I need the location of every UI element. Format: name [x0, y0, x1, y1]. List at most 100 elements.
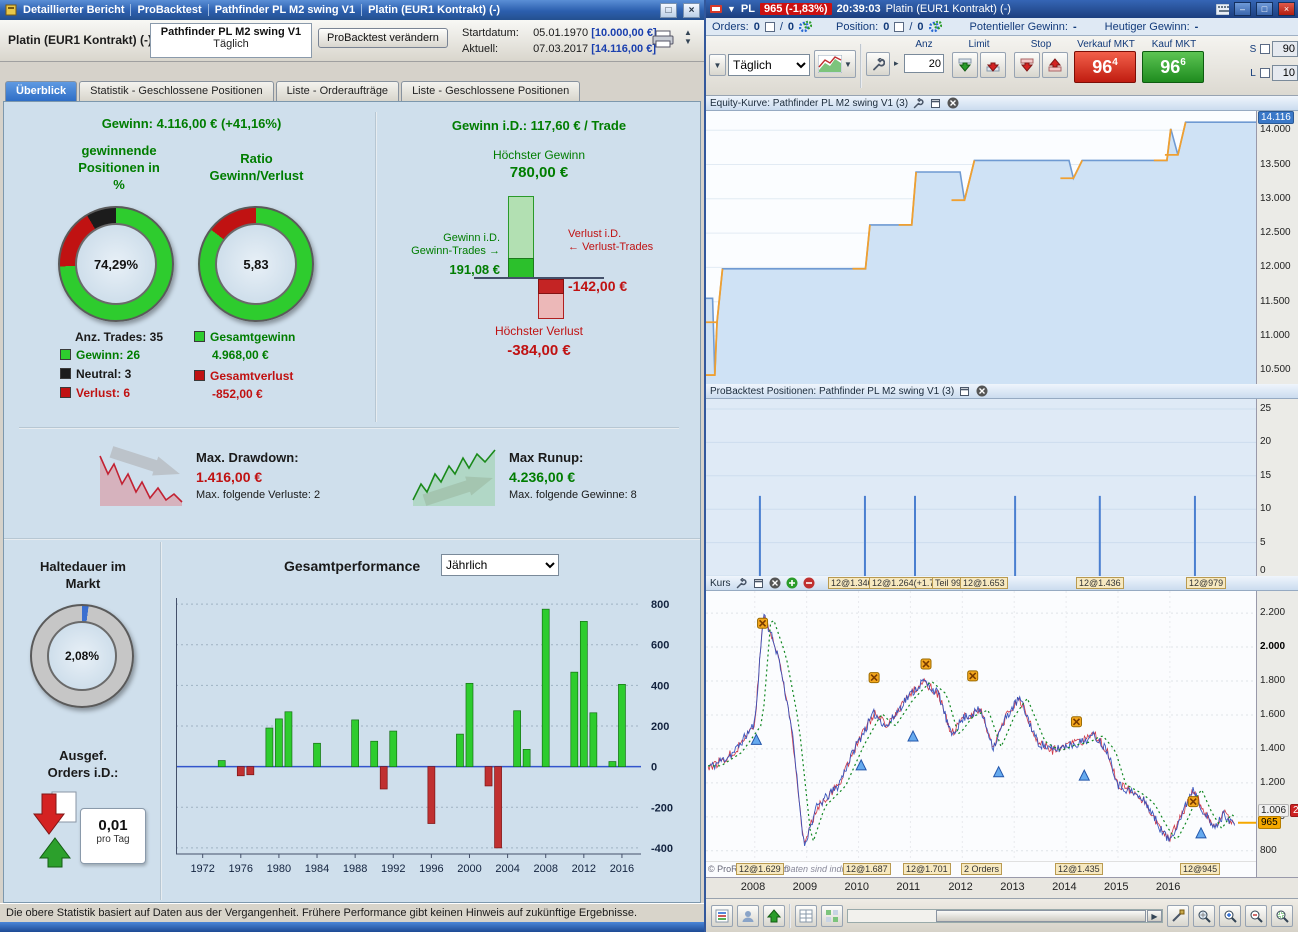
close-icon[interactable]	[975, 385, 988, 398]
stop-order-checkbox[interactable]	[1260, 44, 1270, 54]
haltedauer-label: Haltedauer im Markt	[40, 559, 126, 591]
price-axis-badge: 1.006	[1258, 803, 1290, 817]
position-settings-gear-icon[interactable]	[928, 20, 942, 33]
scrollbar-thumb[interactable]	[936, 909, 1146, 922]
chart-style-button[interactable]: ▼	[814, 50, 856, 78]
restore-icon[interactable]	[929, 97, 942, 110]
wrench-icon[interactable]	[735, 577, 748, 590]
buy-market-button[interactable]: 966	[1142, 51, 1204, 83]
zoom-out-icon[interactable]	[1245, 904, 1267, 927]
orders-checkbox[interactable]	[764, 21, 775, 32]
tab-liste-geschlossene[interactable]: Liste - Geschlossene Positionen	[401, 81, 581, 101]
axis-tick-label: 2.000	[1260, 641, 1286, 653]
close-icon[interactable]	[946, 97, 959, 110]
price-chart[interactable]	[706, 591, 1256, 861]
drawdown-block: Max. Drawdown: 1.416,00 € Max. folgende …	[196, 450, 320, 501]
printer-icon[interactable]	[652, 30, 674, 51]
table-icon[interactable]	[795, 904, 817, 927]
drawdown-label: Max. Drawdown:	[196, 450, 299, 465]
orders-settings-gear-icon[interactable]	[799, 20, 812, 33]
verlust-trades-label: Verlust i.D. ← Verlust-Trades	[568, 228, 654, 253]
keyboard-icon[interactable]	[1216, 3, 1229, 16]
chart-style-icon	[818, 55, 843, 73]
order-label: 12@1.653	[960, 577, 1008, 589]
equity-chart[interactable]	[701, 111, 1256, 384]
close-icon[interactable]	[769, 577, 782, 590]
stop-offset-input[interactable]	[1272, 41, 1298, 57]
tab-statistik-geschlossene[interactable]: Statistik - Geschlossene Positionen	[79, 81, 274, 101]
quantity-input[interactable]	[904, 54, 944, 73]
quote-list-icon[interactable]	[711, 904, 733, 927]
haltedauer-donut: 2,08%	[30, 604, 134, 708]
limit-order-label: L	[1250, 68, 1256, 79]
ratio-label: Ratio Gewinn/Verlust	[209, 151, 304, 183]
maximize-icon[interactable]: □	[660, 2, 677, 18]
wrench-icon[interactable]	[912, 97, 925, 110]
pan-zoom-icon[interactable]	[1193, 904, 1215, 927]
zoom-selection-icon[interactable]	[1271, 904, 1293, 927]
panel-dropdown-button[interactable]: ▼	[709, 54, 726, 76]
limit-order-checkbox[interactable]	[1260, 68, 1270, 78]
hoechster-verlust-label: Höchster Verlust	[494, 324, 584, 338]
close-icon[interactable]: ×	[683, 2, 700, 18]
report-tabs: Überblick Statistik - Geschlossene Posit…	[5, 81, 704, 101]
sell-stop-button[interactable]	[1042, 52, 1068, 78]
svg-text:1996: 1996	[419, 863, 443, 875]
maximize-icon[interactable]: □	[1256, 2, 1273, 16]
performance-period-select[interactable]: Jährlich	[441, 554, 559, 576]
sell-limit-button[interactable]	[980, 52, 1006, 78]
legend-gewinn: Gewinn: 26	[76, 348, 141, 362]
today-gain-label: Heutiger Gewinn:	[1104, 20, 1190, 33]
buy-limit-button[interactable]	[952, 52, 978, 78]
axis-tick-label: 2.200	[1260, 607, 1286, 619]
report-window-icon	[4, 4, 17, 17]
order-label: 2 Orders	[961, 863, 1003, 875]
restore-icon[interactable]	[958, 385, 971, 398]
header-spinner[interactable]: ▲ ▼	[684, 28, 692, 46]
chart-h-scrollbar[interactable]: ▶	[847, 908, 1163, 923]
sell-market-button[interactable]: 964	[1074, 51, 1136, 83]
close-icon[interactable]: ×	[1278, 2, 1295, 16]
restore-icon[interactable]	[752, 577, 765, 590]
price-time-axis: 2008 2009 2010 2011 2012 2013 2014 2015 2016	[706, 877, 1298, 898]
position-checkbox[interactable]	[894, 21, 905, 32]
strategy-name: Pathfinder PL M2 swing V1	[160, 26, 302, 38]
drawing-tools-icon[interactable]	[1167, 904, 1189, 927]
window-bottom-edge	[0, 922, 704, 932]
add-indicator-icon[interactable]	[786, 577, 799, 590]
ratio-donut: 5,83	[198, 206, 314, 322]
position-count: 0	[883, 20, 890, 33]
separator	[361, 4, 363, 16]
legend-verlust: Verlust: 6	[76, 386, 131, 400]
axis-tick-label: 15	[1260, 469, 1272, 481]
orders-up-icon[interactable]	[763, 904, 785, 927]
position-count2: 0	[917, 20, 924, 33]
wrench-icon[interactable]	[866, 52, 890, 76]
equity-panel: Equity-Kurve: Pathfinder PL M2 swing V1 …	[701, 96, 1298, 384]
remove-indicator-icon[interactable]	[803, 577, 816, 590]
positions-chart[interactable]	[706, 399, 1256, 577]
svg-text:-200: -200	[651, 802, 673, 814]
minimize-icon[interactable]: –	[1234, 2, 1251, 16]
zoom-in-icon[interactable]	[1219, 904, 1241, 927]
account-user-icon[interactable]	[737, 904, 759, 927]
performance-chart[interactable]: 800 600 400 200 0 -200 -400 1972 1976 1980 1984 198…	[176, 592, 686, 887]
grid-icon[interactable]	[821, 904, 843, 927]
price-label-row: © ProRealTime.com Daten sind indikativ 1…	[706, 861, 1256, 877]
svg-text:800: 800	[651, 599, 669, 611]
tab-ueberblick[interactable]: Überblick	[5, 81, 78, 101]
expand-arrow-icon[interactable]: ▸	[894, 58, 899, 68]
current-capital: [14.116,00 €]	[591, 43, 657, 55]
timeframe-select[interactable]: Täglich	[728, 54, 810, 76]
year-label: 2013	[1000, 881, 1025, 893]
symbol-dropdown-icon[interactable]: ▼	[727, 4, 736, 14]
buy-stop-button[interactable]	[1014, 52, 1040, 78]
edit-probacktest-button[interactable]: ProBacktest verändern	[318, 28, 448, 48]
trading-titlebar[interactable]: ▼ PL 965 (-1,83%) 20:39:03 Platin (EUR1 …	[706, 0, 1298, 18]
equity-panel-title: Equity-Kurve: Pathfinder PL M2 swing V1 …	[710, 97, 909, 109]
year-label: 2009	[792, 881, 818, 893]
report-window-titlebar[interactable]: Detaillierter Bericht ProBacktest Pathfi…	[0, 0, 704, 20]
scroll-right-icon[interactable]: ▶	[1147, 909, 1162, 922]
limit-offset-input[interactable]	[1272, 65, 1298, 81]
tab-liste-orderauftraege[interactable]: Liste - Orderaufträge	[275, 81, 400, 101]
